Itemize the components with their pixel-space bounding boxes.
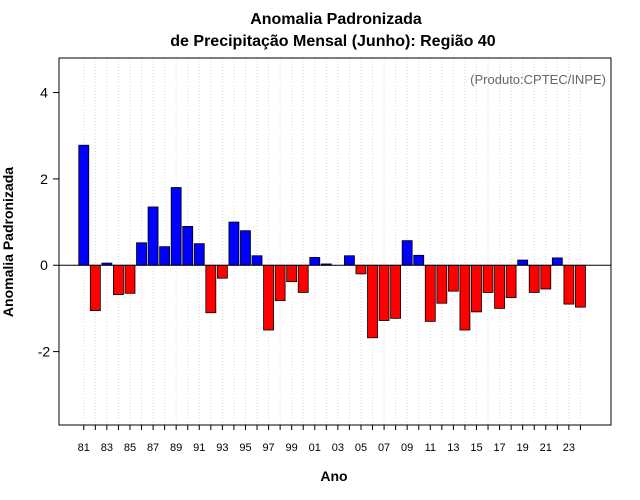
bar-06 xyxy=(367,264,378,339)
bar-10 xyxy=(413,254,425,266)
bar-14 xyxy=(459,264,471,331)
x-tick-label: 19 xyxy=(517,442,529,454)
x-tick-label: 01 xyxy=(309,442,321,454)
bar-22 xyxy=(551,257,563,266)
x-tick-label: 13 xyxy=(447,442,459,454)
bar-01 xyxy=(309,257,321,266)
x-tick-label: 85 xyxy=(124,442,136,454)
x-tick-label: 23 xyxy=(563,442,575,454)
x-tick-label: 17 xyxy=(493,442,505,454)
bar-24 xyxy=(575,264,586,308)
bar-17 xyxy=(494,264,505,309)
y-tick-label: 4 xyxy=(40,85,48,101)
bar-90 xyxy=(182,225,194,266)
y-tick-label: -2 xyxy=(38,344,51,360)
x-tick-label: 07 xyxy=(378,442,390,454)
x-tick-label: 83 xyxy=(101,442,113,454)
bar-00 xyxy=(297,264,309,293)
x-tick-label: 89 xyxy=(170,442,182,454)
credit-text: (Produto:CPTEC/INPE) xyxy=(470,72,606,87)
bar-81 xyxy=(78,144,90,266)
y-axis: 4 2 0 -2 xyxy=(38,85,59,360)
chart-subtitle: de Precipitação Mensal (Junho): Região 4… xyxy=(170,33,496,50)
bar-82 xyxy=(89,264,101,311)
x-tick-label: 15 xyxy=(470,442,482,454)
bar-05 xyxy=(355,264,367,275)
x-tick-label: 99 xyxy=(286,442,298,454)
bar-96 xyxy=(251,255,263,266)
bar-87 xyxy=(147,206,159,266)
bar-95 xyxy=(240,230,251,266)
bar-98 xyxy=(274,264,286,302)
x-tick-label: 91 xyxy=(193,442,205,454)
x-tick-label: 87 xyxy=(147,442,159,454)
bar-08 xyxy=(390,264,402,319)
y-tick-label: 2 xyxy=(40,171,48,187)
bar-21 xyxy=(540,264,552,290)
bar-97 xyxy=(263,264,274,331)
x-tick-label: 21 xyxy=(540,442,552,454)
x-axis: 81 83 85 87 89 91 93 95 97 99 01 03 05 07 09 11 13 15 17 19… xyxy=(78,425,581,454)
y-tick-label: 0 xyxy=(40,257,48,273)
bar-20 xyxy=(528,264,540,293)
bar-93 xyxy=(216,264,228,279)
bar-84 xyxy=(113,264,124,296)
bar-15 xyxy=(471,264,482,313)
x-tick-label: 05 xyxy=(355,442,367,454)
bar-04 xyxy=(344,255,355,266)
bar-94 xyxy=(228,221,240,266)
x-tick-label: 95 xyxy=(239,442,251,454)
bar-23 xyxy=(563,264,575,305)
x-tick-label: 97 xyxy=(262,442,274,454)
bar-99 xyxy=(286,264,298,283)
bar-12 xyxy=(436,264,448,304)
bar-88 xyxy=(159,246,171,266)
bar-86 xyxy=(136,242,147,266)
bar-13 xyxy=(447,264,459,292)
bar-89 xyxy=(170,187,182,266)
plot-frame xyxy=(58,57,612,426)
bar-91 xyxy=(193,243,205,266)
x-tick-label: 09 xyxy=(401,442,413,454)
x-tick-label: 93 xyxy=(216,442,228,454)
x-tick-label: 81 xyxy=(78,442,90,454)
bar-19 xyxy=(517,259,529,266)
chart-title: Anomalia Padronizada xyxy=(250,11,422,28)
bars-group xyxy=(78,144,586,339)
bar-16 xyxy=(482,264,494,293)
bar-18 xyxy=(505,264,517,299)
bar-11 xyxy=(424,264,436,322)
x-axis-label: Ano xyxy=(320,468,347,484)
y-axis-label: Anomalia Padronizada xyxy=(0,167,16,317)
x-tick-label: 03 xyxy=(332,442,344,454)
x-tick-label: 11 xyxy=(425,442,436,454)
bar-09 xyxy=(401,240,413,266)
bar-85 xyxy=(124,264,136,294)
bar-07 xyxy=(378,264,390,321)
bar-92 xyxy=(205,264,217,314)
